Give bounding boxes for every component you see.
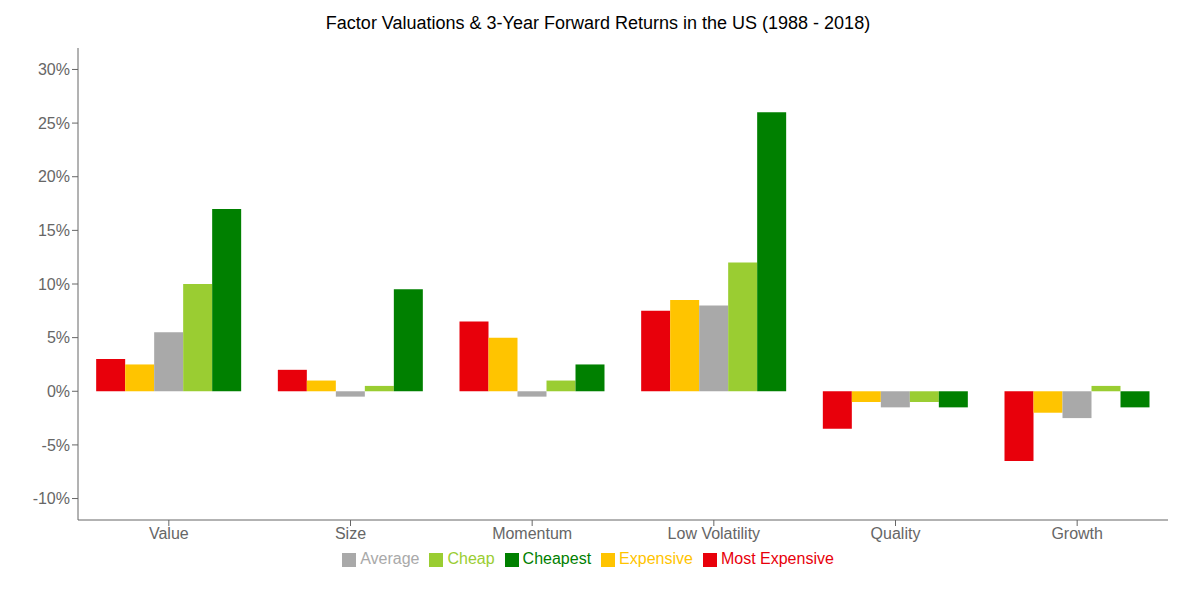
html-text:Expensive: Expensive <box>619 550 693 567</box>
html-text:Factor Valuations & 3-Year For: Factor Valuations & 3-Year Forward Retur… <box>325 13 871 33</box>
svg-text:Quality: Quality <box>871 525 921 542</box>
svg-text:-10%: -10% <box>33 490 70 507</box>
svg-text:15%: 15% <box>38 222 70 239</box>
svg-text:Size: Size <box>335 525 366 542</box>
svg-text:5%: 5% <box>47 329 70 346</box>
svg-text:10%: 10% <box>38 276 70 293</box>
svg-text:Value: Value <box>149 525 189 542</box>
svg-text:0%: 0% <box>47 383 70 400</box>
svg-text:20%: 20% <box>38 168 70 185</box>
svg-text:25%: 25% <box>38 115 70 132</box>
svg-text:30%: 30% <box>38 61 70 78</box>
svg-text:Low Volatility: Low Volatility <box>668 525 761 542</box>
svg-text:Momentum: Momentum <box>492 525 572 542</box>
svg-text:Growth: Growth <box>1051 525 1103 542</box>
svg-text:-5%: -5% <box>42 437 70 454</box>
html-text:Cheapest: Cheapest <box>522 550 592 567</box>
html-text:Average: Average <box>360 550 420 567</box>
html-text:Cheap: Cheap <box>447 550 495 567</box>
html-text:Most Expensive: Most Expensive <box>720 550 834 567</box>
